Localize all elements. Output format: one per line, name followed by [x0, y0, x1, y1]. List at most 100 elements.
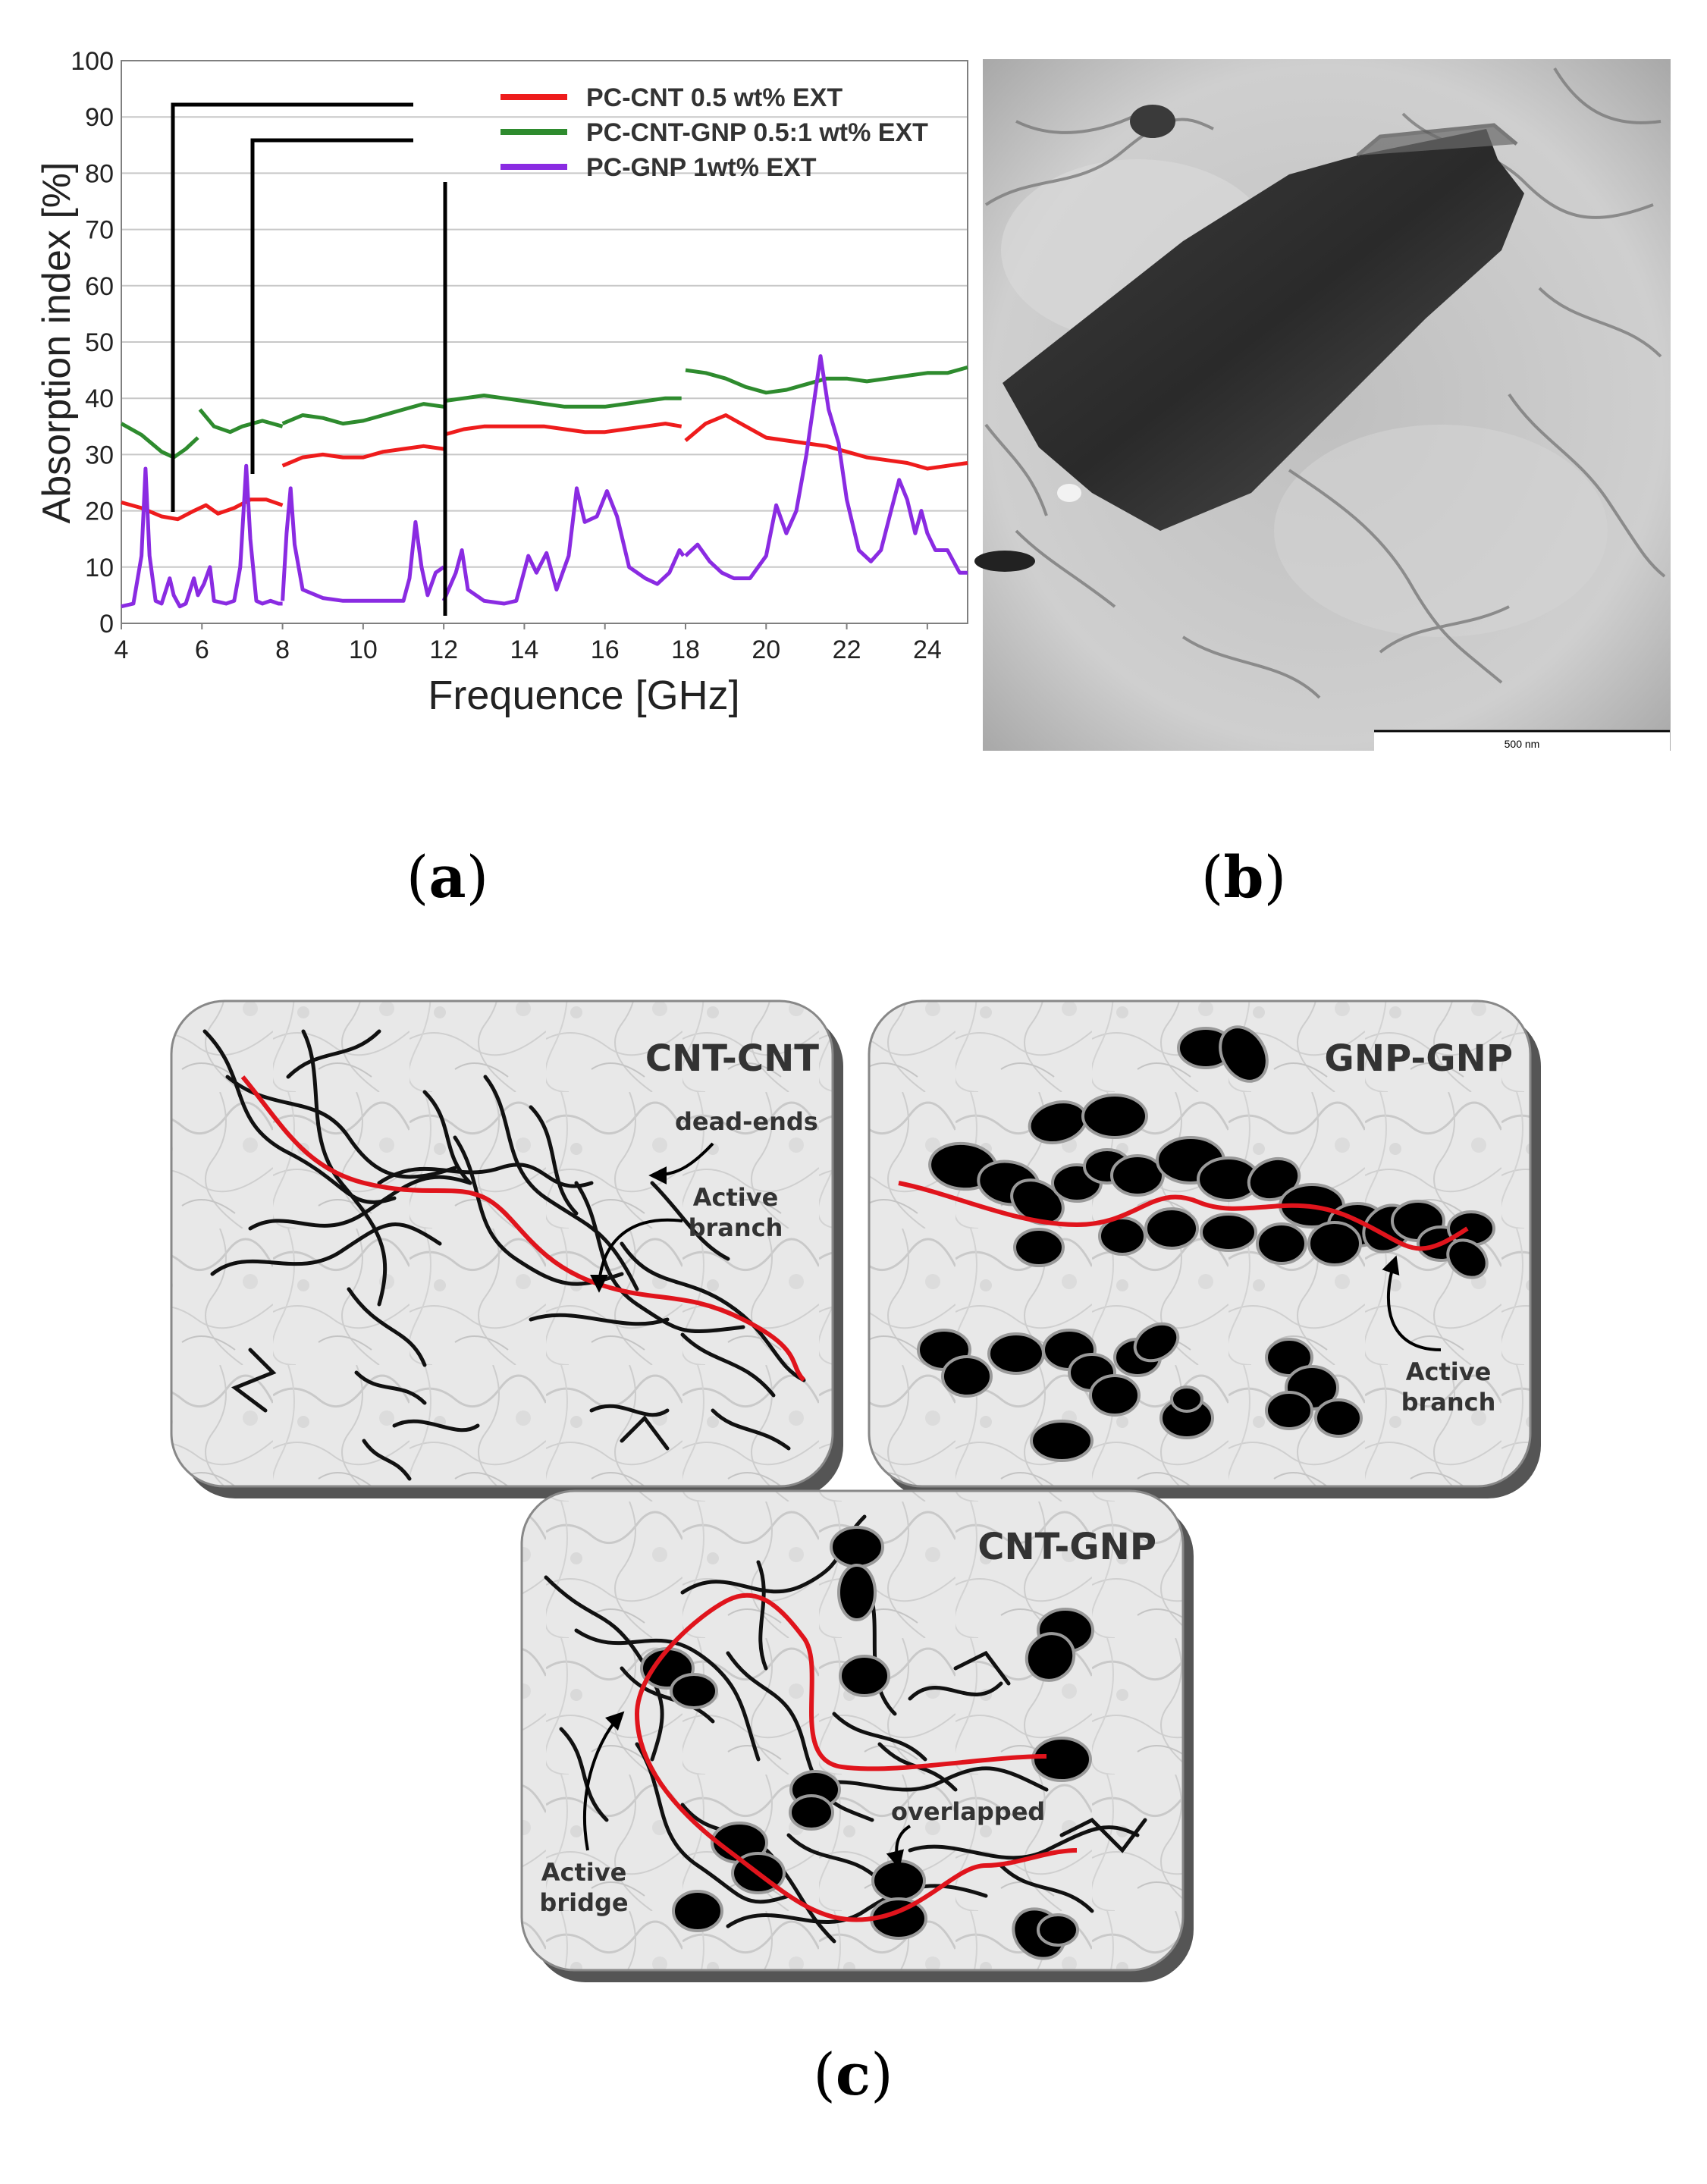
panel-label-b: (b)	[1201, 843, 1286, 911]
series-line-1	[281, 444, 444, 468]
x-tick-label: 18	[671, 635, 700, 664]
series-line-3	[121, 463, 283, 609]
panel-title: CNT-CNT	[645, 1037, 819, 1080]
gnp-particle	[672, 1890, 723, 1932]
schematic-cnt-gnp: CNT-GNP overlapped Active bridge	[520, 1489, 1194, 1982]
series-line-3	[441, 486, 686, 606]
range-brackets	[171, 102, 447, 616]
legend: PC-CNT 0.5 wt% EXT PC-CNT-GNP 0.5:1 wt% …	[500, 83, 928, 182]
active-path	[240, 1075, 806, 1382]
gnp-particle	[1256, 1222, 1307, 1265]
series-line-3	[281, 486, 445, 603]
bracket-2	[250, 138, 413, 474]
annotation-active-branch: Active branch	[689, 1183, 783, 1242]
annotation-dead-ends: dead-ends	[675, 1107, 818, 1136]
series-line-2	[198, 408, 284, 435]
gnp-particle	[1013, 1228, 1065, 1267]
absorption-chart: 0 10 20 30 40 50 60 70 80 90 100 4 6 8 10 12 14 16 18 20 22…	[35, 47, 968, 718]
x-tick-label: 20	[752, 635, 780, 664]
y-tick-label: 0	[99, 610, 114, 639]
y-tick-label: 50	[85, 328, 114, 357]
y-tick-label: 30	[85, 441, 114, 469]
x-tick-labels: 4 6 8 10 12 14 16 18 20 22 24	[115, 623, 942, 664]
scale-bar-box	[1374, 730, 1670, 752]
y-tick-label: 70	[85, 216, 114, 245]
x-tick-label: 24	[913, 635, 942, 664]
plot-frame	[121, 60, 968, 624]
graphene-flake	[1003, 129, 1524, 531]
x-tick-label: 14	[510, 635, 539, 664]
y-tick-label: 80	[85, 159, 114, 188]
series-line-1	[443, 422, 682, 437]
gnp-particle	[941, 1355, 993, 1398]
gnp-particle	[871, 1859, 926, 1902]
arrow-active-bridge	[583, 1711, 625, 1851]
arrow-dead-ends	[648, 1142, 714, 1185]
y-tick-label: 10	[85, 554, 114, 582]
arrow-overlapped	[886, 1825, 912, 1869]
legend-label-1: PC-CNT 0.5 wt% EXT	[586, 83, 843, 112]
y-tick-label: 60	[85, 272, 114, 301]
series-line-2	[281, 402, 444, 426]
gnp-cluster	[917, 1025, 1495, 1462]
tem-bright-region	[1274, 425, 1608, 637]
flake-edge	[1356, 123, 1518, 157]
y-tick-label: 90	[85, 103, 114, 132]
panel-label-c: (c)	[813, 2041, 893, 2108]
gnp-particle	[1030, 1420, 1094, 1462]
series-line-2	[120, 422, 199, 460]
gnp-particle	[789, 1794, 834, 1831]
series-line-2	[443, 394, 682, 409]
panel-title: CNT-GNP	[977, 1526, 1156, 1568]
schematic-cnt-cnt: CNT-CNT dead-ends Active branch	[170, 999, 843, 1498]
gnp-particle	[1314, 1398, 1363, 1438]
scale-bar-label: 500 nm	[1505, 738, 1540, 750]
panel-title: GNP-GNP	[1324, 1037, 1513, 1080]
x-axis-label: Frequence [GHz]	[428, 673, 739, 718]
x-tick-label: 4	[115, 635, 129, 664]
y-tick-labels: 0 10 20 30 40 50 60 70 80 90 100	[71, 47, 114, 639]
arrow-active-branch	[590, 1218, 683, 1293]
gnp-particle	[1133, 1322, 1180, 1363]
gnp-particle	[1265, 1391, 1313, 1430]
gnp-particle	[1025, 1632, 1076, 1682]
series-line-3	[684, 354, 968, 581]
gnp-particle	[839, 1655, 890, 1697]
y-tick-label: 100	[71, 47, 114, 76]
gnp-particle	[837, 1564, 877, 1621]
active-path	[898, 1181, 1469, 1251]
gnp-particle	[987, 1332, 1045, 1375]
gnp-particle	[1089, 1374, 1141, 1417]
schematic-gnp-gnp: GNP-GNP Active branch	[868, 999, 1541, 1498]
debris	[974, 551, 1035, 572]
y-axis-label: Absorption index [%]	[35, 162, 79, 524]
series-line-1	[684, 413, 968, 471]
gnp-particle	[1200, 1213, 1257, 1252]
annotation-active-branch: Active branch	[1401, 1357, 1496, 1417]
bracket-1	[171, 102, 413, 512]
legend-label-3: PC-GNP 1wt% EXT	[586, 153, 817, 182]
x-tick-label: 22	[833, 635, 861, 664]
series-lines	[120, 354, 968, 609]
y-tick-label: 20	[85, 497, 114, 526]
cnt-network	[544, 1514, 1147, 1944]
panel-label-a: (a)	[406, 843, 489, 911]
x-tick-label: 10	[349, 635, 378, 664]
x-tick-label: 16	[591, 635, 620, 664]
gnp-particle	[1031, 1737, 1092, 1782]
gnp-particle	[830, 1526, 884, 1568]
panel-frame	[520, 1489, 1185, 1972]
debris	[1130, 105, 1175, 138]
gnp-particle	[1037, 1913, 1079, 1947]
gnp-particle	[1110, 1154, 1165, 1197]
gnp-particle	[1144, 1207, 1199, 1250]
x-tick-label: 8	[275, 635, 290, 664]
gnp-particle	[1446, 1238, 1489, 1279]
x-tick-label: 12	[429, 635, 458, 664]
gnp-particle	[1219, 1025, 1269, 1083]
gnp-particle	[670, 1673, 718, 1709]
legend-label-2: PC-CNT-GNP 0.5:1 wt% EXT	[586, 118, 928, 147]
arrow-active-branch	[1382, 1255, 1442, 1351]
gnp-particle	[1170, 1385, 1203, 1413]
